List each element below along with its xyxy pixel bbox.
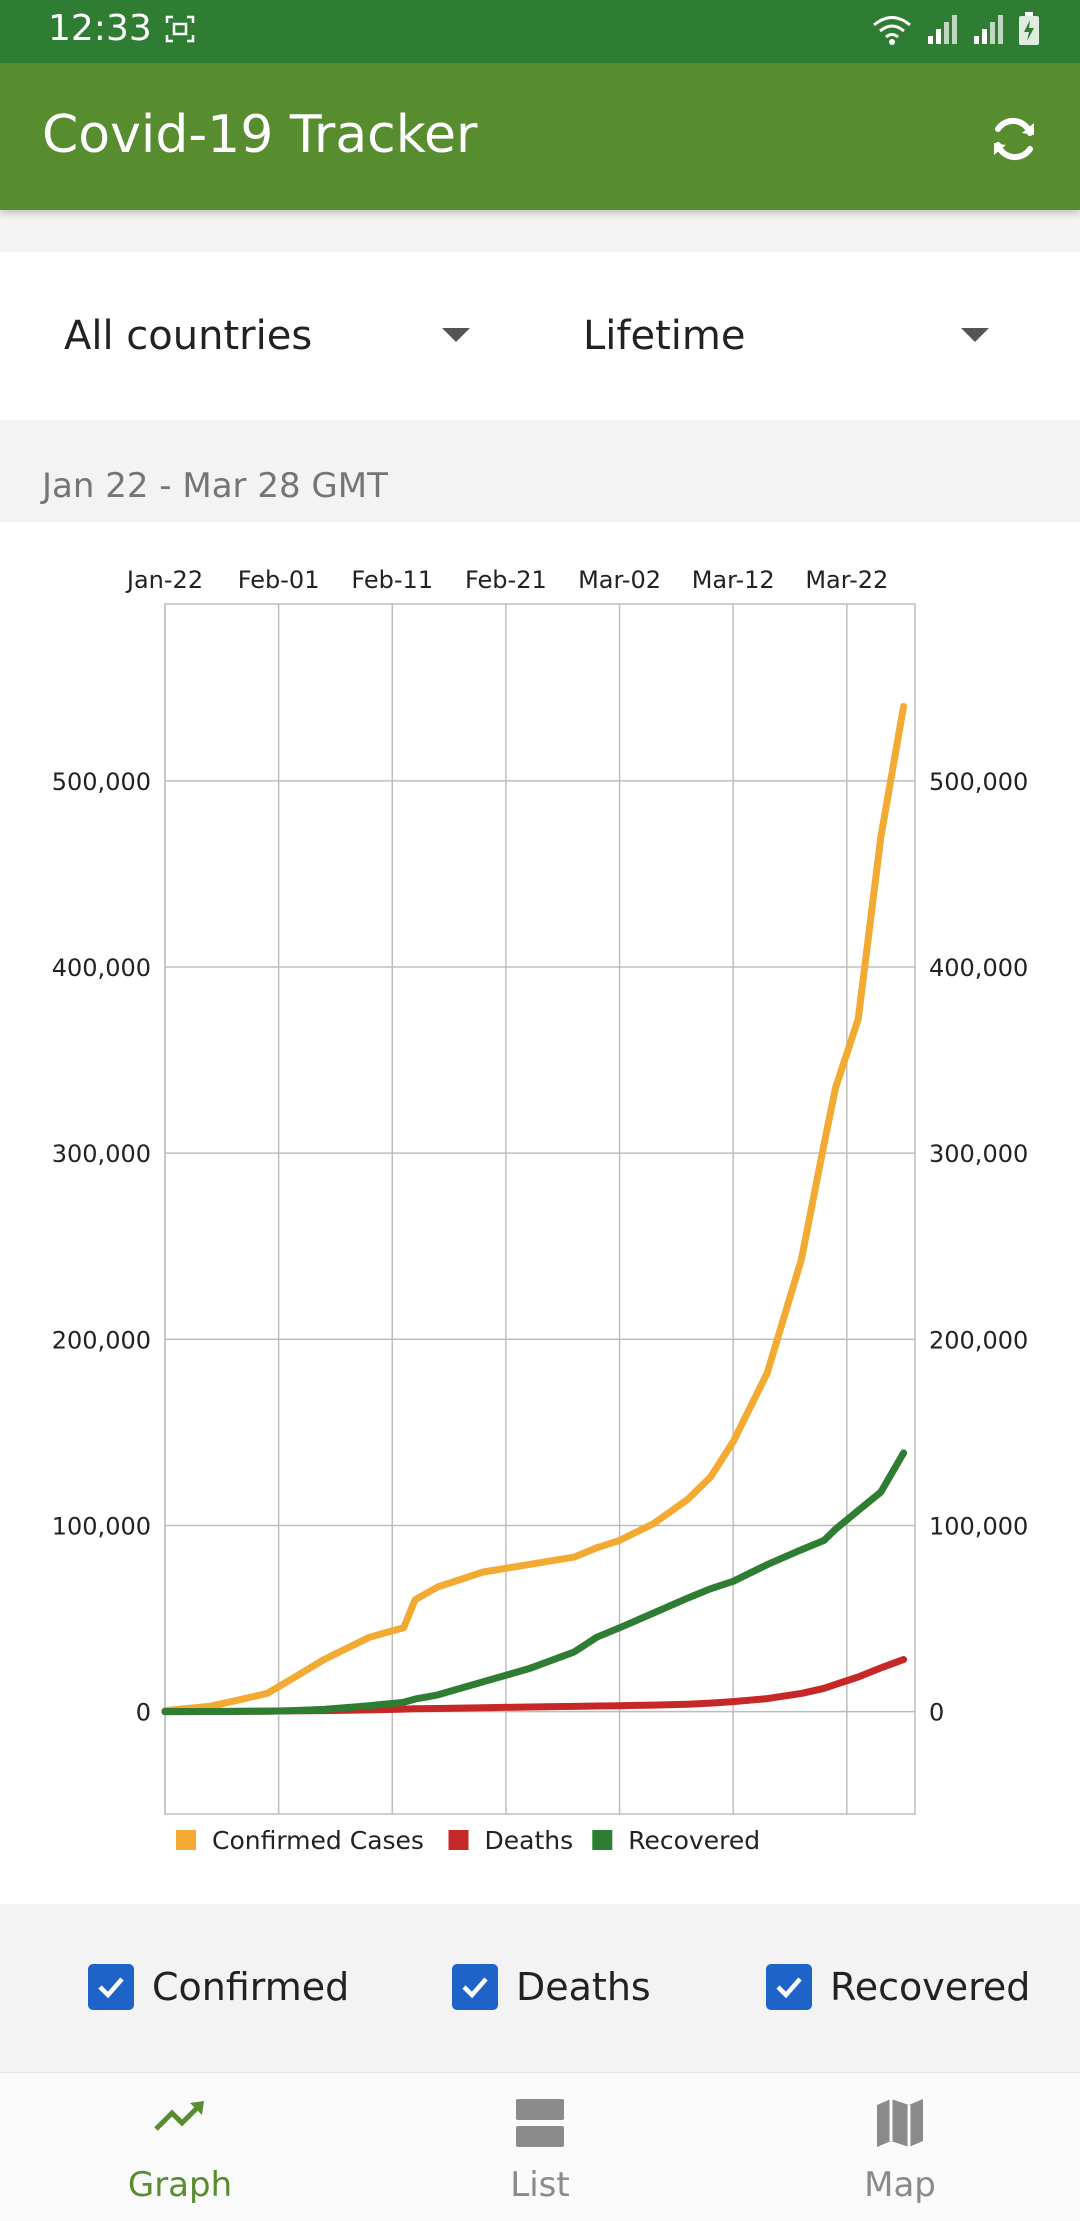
map-icon — [877, 2099, 923, 2147]
y-tick-label-left: 200,000 — [52, 1326, 151, 1354]
recovered-checkbox[interactable]: Recovered — [766, 1964, 1030, 2010]
filter-card: All countries Lifetime — [0, 252, 1080, 420]
y-tick-label-left: 400,000 — [52, 954, 151, 982]
wifi-icon — [873, 16, 911, 45]
nav-list[interactable]: List — [360, 2073, 720, 2221]
refresh-button[interactable] — [978, 103, 1050, 175]
plot-frame — [164, 603, 916, 1815]
list-icon — [516, 2099, 564, 2147]
period-dropdown[interactable]: Lifetime — [583, 296, 1003, 376]
confirmed-checkbox-label: Confirmed — [152, 1965, 350, 2009]
y-tick-label-left: 0 — [136, 1699, 151, 1727]
chevron-down-icon — [442, 328, 470, 342]
chevron-down-icon — [961, 328, 989, 342]
y-tick-label-right: 200,000 — [929, 1326, 1028, 1354]
screenshot-icon — [165, 15, 195, 43]
legend-swatch — [592, 1830, 613, 1850]
checkbox-checked-icon[interactable] — [452, 1964, 498, 2010]
nav-graph-label: Graph — [127, 2165, 233, 2205]
series-toggle-bar: Confirmed Deaths Recovered — [0, 1904, 1080, 2072]
chart-card: Jan-22 Feb-01 Feb-11 Feb-21 Mar-02 Mar-12 Mar-… — [0, 522, 1080, 1904]
nav-map[interactable]: Map — [720, 2073, 1080, 2221]
app-bar: Covid-19 Tracker — [0, 63, 1080, 210]
country-dropdown-label: All countries — [64, 313, 313, 359]
refresh-icon — [994, 117, 1034, 161]
legend-label: Recovered — [628, 1826, 760, 1855]
legend-label: Confirmed Cases — [212, 1826, 424, 1855]
checkbox-checked-icon[interactable] — [88, 1964, 134, 2010]
x-tick-label: Feb-11 — [351, 566, 433, 594]
x-tick-label: Mar-22 — [805, 566, 888, 594]
app-title: Covid-19 Tracker — [42, 105, 478, 165]
y-tick-label-left: 100,000 — [52, 1512, 151, 1540]
period-dropdown-label: Lifetime — [583, 313, 746, 359]
x-tick-label: Mar-02 — [578, 566, 661, 594]
nav-graph[interactable]: Graph — [0, 2073, 360, 2221]
legend-label: Deaths — [485, 1826, 574, 1855]
x-tick-label: Feb-01 — [238, 566, 320, 594]
status-time: 12:33 — [48, 8, 152, 49]
y-tick-label-right: 100,000 — [929, 1512, 1028, 1540]
deaths-checkbox-label: Deaths — [516, 1965, 651, 2009]
y-tick-label-right: 0 — [929, 1699, 944, 1727]
y-tick-label-left: 500,000 — [52, 768, 151, 796]
x-tick-label: Mar-12 — [692, 566, 775, 594]
signal-icon — [974, 15, 1003, 44]
x-tick-label: Jan-22 — [125, 566, 203, 594]
recovered-checkbox-label: Recovered — [830, 1965, 1031, 2009]
confirmed-checkbox[interactable]: Confirmed — [88, 1964, 349, 2010]
y-tick-label-left: 300,000 — [52, 1140, 151, 1168]
country-dropdown[interactable]: All countries — [64, 296, 484, 376]
date-range-label: Jan 22 - Mar 28 GMT — [42, 466, 388, 506]
legend-swatch — [448, 1830, 469, 1850]
line-chart[interactable]: Jan-22 Feb-01 Feb-11 Feb-21 Mar-02 Mar-12 Mar-… — [0, 522, 1080, 1904]
nav-list-label: List — [510, 2165, 570, 2205]
status-bar: 12:33 — [0, 0, 1080, 63]
nav-map-label: Map — [864, 2165, 936, 2205]
legend-swatch — [176, 1830, 196, 1850]
x-tick-label: Feb-21 — [465, 566, 547, 594]
bottom-navigation: Graph List Map — [0, 2072, 1080, 2221]
y-tick-label-right: 400,000 — [929, 954, 1028, 982]
deaths-checkbox[interactable]: Deaths — [452, 1964, 651, 2010]
y-tick-label-right: 300,000 — [929, 1140, 1028, 1168]
trending-up-icon — [154, 2101, 204, 2131]
checkbox-checked-icon[interactable] — [766, 1964, 812, 2010]
battery-icon — [1019, 12, 1039, 45]
series-line-recovered — [161, 1449, 908, 1716]
series-line-confirmed-cases — [161, 702, 908, 1715]
signal-icon — [928, 15, 957, 44]
y-tick-label-right: 500,000 — [929, 768, 1028, 796]
date-range-bar: Jan 22 - Mar 28 GMT — [0, 420, 1080, 522]
